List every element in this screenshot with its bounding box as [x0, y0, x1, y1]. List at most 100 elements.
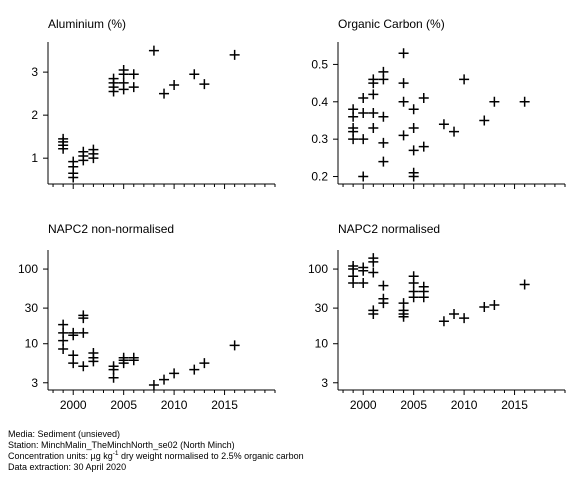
- data-point: [368, 78, 379, 89]
- data-point: [368, 309, 379, 320]
- y-tick-label: 30: [25, 301, 39, 315]
- data-point: [229, 49, 240, 60]
- data-point: [408, 278, 419, 289]
- data-point: [368, 267, 379, 278]
- x-tick-label: 2015: [211, 398, 238, 412]
- data-point: [199, 358, 210, 369]
- data-point: [78, 313, 89, 324]
- x-tick-label: 2010: [451, 398, 478, 412]
- data-point: [108, 372, 119, 383]
- x-tick-label: 2000: [350, 398, 377, 412]
- data-point: [68, 172, 79, 183]
- x-tick-label: 2010: [161, 398, 188, 412]
- data-point: [148, 45, 159, 56]
- y-tick-label: 100: [18, 262, 38, 276]
- data-point: [128, 82, 139, 93]
- data-point: [118, 84, 129, 95]
- y-tick-label: 0.3: [311, 132, 328, 146]
- data-point: [58, 343, 69, 354]
- data-point: [459, 313, 470, 324]
- data-point: [459, 74, 470, 85]
- footer-station: Station: MinchMalin_TheMinchNorth_se02 (…: [8, 440, 235, 450]
- data-point: [438, 316, 449, 327]
- x-tick-label: 2015: [501, 398, 528, 412]
- chart-grid: Aluminium (%) 1 2 3 Organic Carbon (%) 0.2 0.3…: [18, 17, 566, 412]
- footer-media: Media: Sediment (unsieved): [8, 429, 121, 439]
- data-point: [418, 141, 429, 152]
- panel-title: Aluminium (%): [48, 17, 126, 31]
- data-point: [368, 89, 379, 100]
- data-point: [189, 364, 200, 375]
- data-point: [58, 143, 69, 154]
- data-point: [378, 137, 389, 148]
- y-tick-label: 0.4: [311, 95, 328, 109]
- data-point: [368, 122, 379, 133]
- footer-units: Concentration units: µg kg-1 dry weight …: [8, 450, 304, 462]
- data-point: [479, 302, 490, 313]
- data-point: [88, 356, 99, 367]
- panel-2: Organic Carbon (%) 0.2 0.3 0.4 0.5: [311, 17, 566, 189]
- data-point: [148, 380, 159, 391]
- data-point: [159, 88, 170, 99]
- data-point: [378, 111, 389, 122]
- data-point: [398, 78, 409, 89]
- data-point: [358, 108, 369, 118]
- data-point: [408, 292, 419, 303]
- data-point: [408, 122, 419, 133]
- data-point: [348, 278, 359, 289]
- data-point: [519, 96, 530, 107]
- y-tick-label: 100: [308, 262, 328, 276]
- y-tick-label: 10: [25, 337, 39, 351]
- data-point: [408, 171, 419, 182]
- data-point: [68, 358, 79, 369]
- data-point: [58, 335, 69, 346]
- data-point: [358, 278, 369, 289]
- panel-title: NAPC2 normalised: [338, 222, 440, 236]
- data-point: [358, 265, 369, 276]
- data-point: [78, 327, 89, 338]
- data-point: [88, 153, 99, 164]
- y-tick-label: 30: [315, 301, 329, 315]
- data-point: [378, 298, 389, 309]
- data-point: [519, 279, 530, 290]
- data-point: [398, 48, 409, 59]
- data-point: [378, 74, 389, 85]
- data-point: [418, 292, 429, 303]
- y-tick-label: 2: [31, 108, 38, 122]
- data-point: [169, 80, 180, 91]
- data-point: [118, 69, 129, 80]
- x-tick-label: 2000: [60, 398, 87, 412]
- panel-3: NAPC2 non-normalised 3 10 30 100 2000 2005 2010…: [18, 222, 276, 412]
- data-point: [78, 361, 89, 372]
- data-point: [199, 79, 210, 90]
- x-tick-label: 2005: [110, 398, 137, 412]
- data-point: [398, 96, 409, 107]
- data-point: [118, 358, 129, 369]
- panel-title: Organic Carbon (%): [338, 17, 445, 31]
- data-point: [68, 330, 79, 341]
- data-point: [368, 108, 379, 118]
- panel-1: Aluminium (%) 1 2 3: [31, 17, 276, 189]
- data-point: [479, 115, 490, 126]
- data-point: [108, 86, 119, 97]
- footer-units-prefix: Concentration units: µg kg: [8, 451, 113, 461]
- y-tick-label: 3: [31, 376, 38, 390]
- footer-units-exponent: -1: [112, 450, 119, 457]
- data-point: [408, 145, 419, 156]
- data-point: [418, 93, 429, 104]
- data-point: [449, 126, 460, 137]
- y-tick-label: 10: [315, 337, 329, 351]
- data-point: [169, 368, 180, 379]
- data-point: [128, 69, 139, 80]
- data-point: [358, 93, 369, 104]
- data-point: [348, 134, 359, 145]
- data-point: [438, 119, 449, 130]
- data-point: [408, 104, 419, 115]
- data-point: [189, 69, 200, 80]
- y-tick-label: 0.5: [311, 57, 328, 71]
- data-point: [229, 340, 240, 351]
- data-point: [128, 355, 139, 366]
- data-point: [348, 111, 359, 122]
- panel-4: NAPC2 normalised 3 10 30 100 2000 2005 2010 2015: [308, 222, 566, 412]
- data-point: [378, 280, 389, 291]
